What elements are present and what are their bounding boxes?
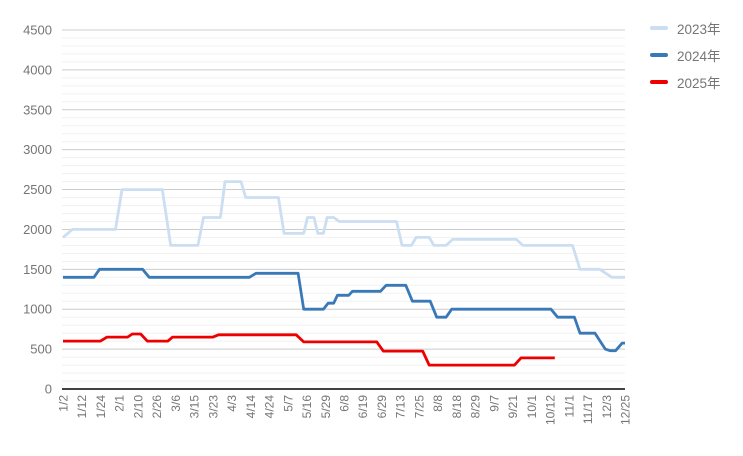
y-tick-label: 0 [45,382,52,397]
x-tick-label: 1/12 [75,395,89,419]
x-tick-label: 12/25 [619,395,633,425]
x-tick-label: 5/7 [281,395,295,412]
x-tick-label: 1/2 [57,395,71,412]
x-tick-label: 10/12 [544,395,558,425]
x-tick-label: 8/18 [450,395,464,419]
y-tick-label: 3000 [23,142,52,157]
y-tick-label: 3500 [23,102,52,117]
x-tick-label: 8/8 [431,395,445,412]
legend-item-2025年[interactable]: 2025年 [650,73,721,91]
x-tick-label: 2/10 [131,395,145,419]
x-tick-label: 5/16 [300,395,314,419]
legend-marker-icon [650,53,668,57]
x-tick-label: 6/8 [338,395,352,412]
legend-marker-icon [650,26,668,30]
series-line-2023年[interactable] [62,180,625,279]
x-tick-label: 8/29 [469,395,483,419]
x-tick-label: 11/17 [581,395,595,424]
x-tick-label: 4/24 [263,395,277,419]
legend-label: 2023年 [677,22,721,37]
x-tick-label: 3/15 [188,395,202,419]
legend-label: 2025年 [677,76,721,91]
x-tick-label: 11/1 [562,395,576,418]
series-line-2024年[interactable] [63,267,625,353]
x-tick-label: 6/29 [375,395,389,419]
x-tick-label: 7/13 [394,395,408,419]
x-tick-label: 6/19 [356,395,370,419]
x-tick-label: 4/14 [244,395,258,419]
y-tick-label: 2000 [23,222,52,237]
x-tick-label: 9/21 [506,395,520,419]
x-tick-label: 4/3 [225,395,239,412]
y-tick-label: 2500 [23,182,52,197]
legend-label: 2024年 [677,49,721,64]
x-tick-label: 12/3 [600,395,614,419]
y-tick-label: 1000 [23,302,52,317]
x-tick-label: 9/7 [487,395,501,412]
x-tick-label: 10/1 [525,395,539,419]
y-tick-label: 4500 [23,23,52,38]
y-tick-label: 500 [30,342,52,357]
x-tick-label: 2/1 [113,395,127,412]
x-tick-label: 1/24 [94,395,108,419]
legend-marker-icon [650,80,668,84]
x-tick-label: 2/26 [150,395,164,419]
x-tick-label: 5/29 [319,395,333,419]
y-tick-label: 1500 [23,262,52,277]
x-tick-label: 3/23 [206,395,220,419]
legend: 2023年 2024年 2025年 [650,19,721,100]
series-line-2025年[interactable] [63,332,555,367]
legend-item-2023年[interactable]: 2023年 [650,19,721,37]
y-tick-label: 4000 [23,62,52,77]
x-tick-label: 3/6 [169,395,183,412]
legend-item-2024年[interactable]: 2024年 [650,46,721,64]
x-tick-label: 7/25 [412,395,426,419]
